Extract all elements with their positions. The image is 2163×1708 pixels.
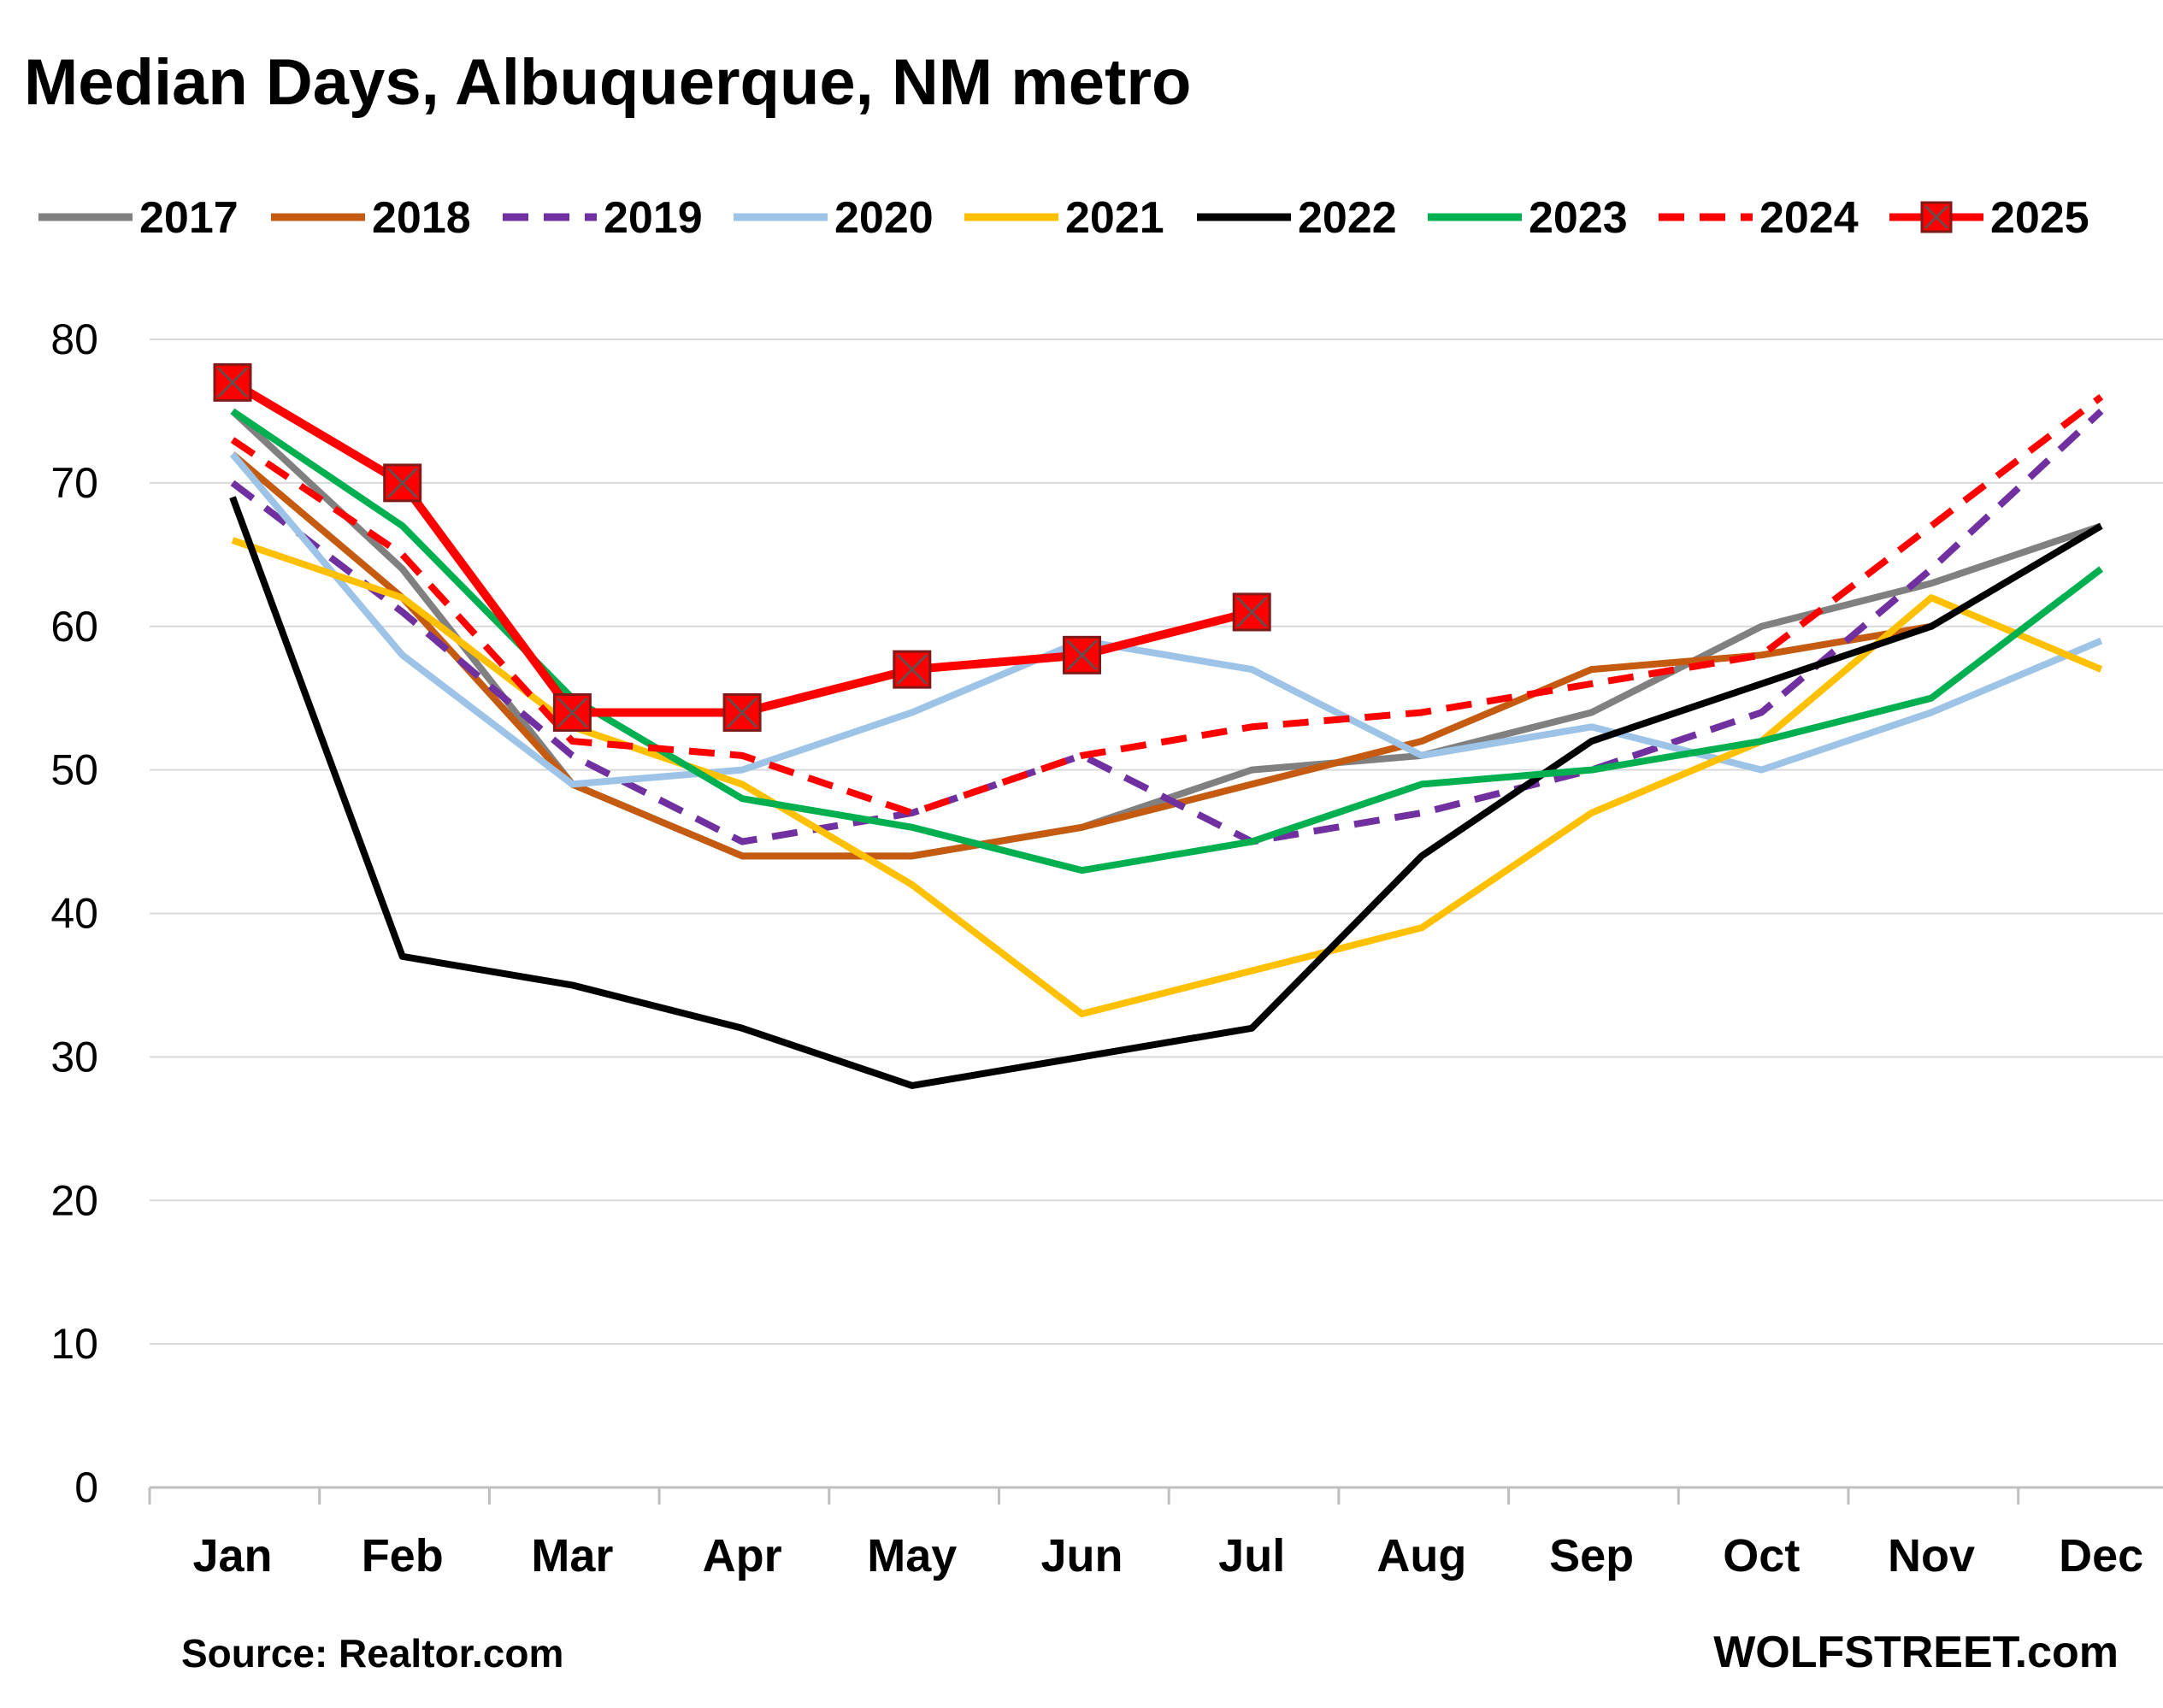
gridlines <box>150 339 2163 1346</box>
series-2020 <box>229 451 2103 788</box>
data-point-marker <box>722 692 762 732</box>
plot-area <box>213 362 2104 1089</box>
x-tick-label: Nov <box>1888 1530 1975 1581</box>
series-2019 <box>230 409 2104 845</box>
x-tick-label: Jan <box>192 1530 272 1581</box>
legend: 2017 2018 2019 2020 2021 2022 2023 2024 2025 <box>38 193 2089 243</box>
legend-label: 2024 <box>1759 193 1859 243</box>
y-tick-label: 30 <box>50 1033 98 1081</box>
x-tick-label: May <box>867 1530 957 1581</box>
series-line-2022 <box>229 496 2103 1089</box>
legend-label: 2017 <box>139 193 239 243</box>
data-point-marker <box>893 650 932 689</box>
series-2018 <box>230 451 1932 860</box>
legend-label: 2021 <box>1065 193 1164 243</box>
legend-item-2019: 2019 <box>503 193 703 243</box>
y-tick-label: 10 <box>50 1320 98 1368</box>
data-point-marker <box>1920 201 1953 233</box>
legend-item-2022: 2022 <box>1197 193 1397 243</box>
x-tick-label: Feb <box>362 1530 444 1581</box>
legend-item-2024: 2024 <box>1659 193 1859 243</box>
data-point-marker <box>1232 592 1271 632</box>
data-point-marker <box>383 463 422 503</box>
x-tick-label: Apr <box>703 1530 782 1581</box>
y-tick-label: 20 <box>50 1176 98 1224</box>
y-tick-label: 40 <box>50 890 98 938</box>
legend-item-2023: 2023 <box>1428 193 1628 243</box>
chart-title: Median Days, Albuquerque, NM metro <box>24 46 1191 119</box>
x-axis: Jan Feb Mar Apr May Jun Jul Aug Sep Oct Nov Dec <box>148 1486 2163 1581</box>
legend-item-2018: 2018 <box>271 193 471 243</box>
series-line-2018 <box>230 451 1932 860</box>
x-tick-label: Mar <box>531 1530 613 1581</box>
y-tick-label: 80 <box>50 315 98 363</box>
x-tick-label: Sep <box>1549 1530 1634 1581</box>
legend-item-2025: 2025 <box>1889 193 2089 243</box>
legend-label: 2022 <box>1298 193 1397 243</box>
legend-item-2017: 2017 <box>38 193 239 243</box>
legend-label: 2025 <box>1990 193 2089 243</box>
series-2025 <box>213 362 1271 732</box>
x-tick-label: Jul <box>1218 1530 1285 1581</box>
y-tick-label: 60 <box>50 603 98 651</box>
y-tick-label: 70 <box>50 459 98 507</box>
data-point-marker <box>213 362 252 402</box>
brand-watermark: WOLFSTREET.com <box>1713 1628 2119 1677</box>
series-line-2020 <box>229 451 2103 788</box>
x-tick-label: Jun <box>1040 1530 1123 1581</box>
legend-label: 2020 <box>834 193 934 243</box>
source-note: Source: Realtor.com <box>181 1631 563 1676</box>
series-2024 <box>230 393 2104 816</box>
data-point-marker <box>1063 635 1101 674</box>
x-tick-label: Dec <box>2059 1530 2143 1581</box>
series-line-2019 <box>230 409 2104 845</box>
data-point-marker <box>552 692 592 732</box>
series-line-2024 <box>230 393 2104 816</box>
x-tick-label: Oct <box>1723 1530 1800 1581</box>
legend-item-2021: 2021 <box>964 193 1164 243</box>
x-tick-label: Aug <box>1376 1530 1466 1581</box>
legend-item-2020: 2020 <box>734 193 934 243</box>
series-2022 <box>229 496 2103 1089</box>
legend-label: 2023 <box>1529 193 1628 243</box>
y-axis: 0 10 20 30 40 50 60 70 80 <box>50 315 98 1511</box>
y-tick-label: 0 <box>74 1464 98 1511</box>
legend-label: 2019 <box>604 193 703 243</box>
legend-label: 2018 <box>372 193 471 243</box>
y-tick-label: 50 <box>50 746 98 794</box>
